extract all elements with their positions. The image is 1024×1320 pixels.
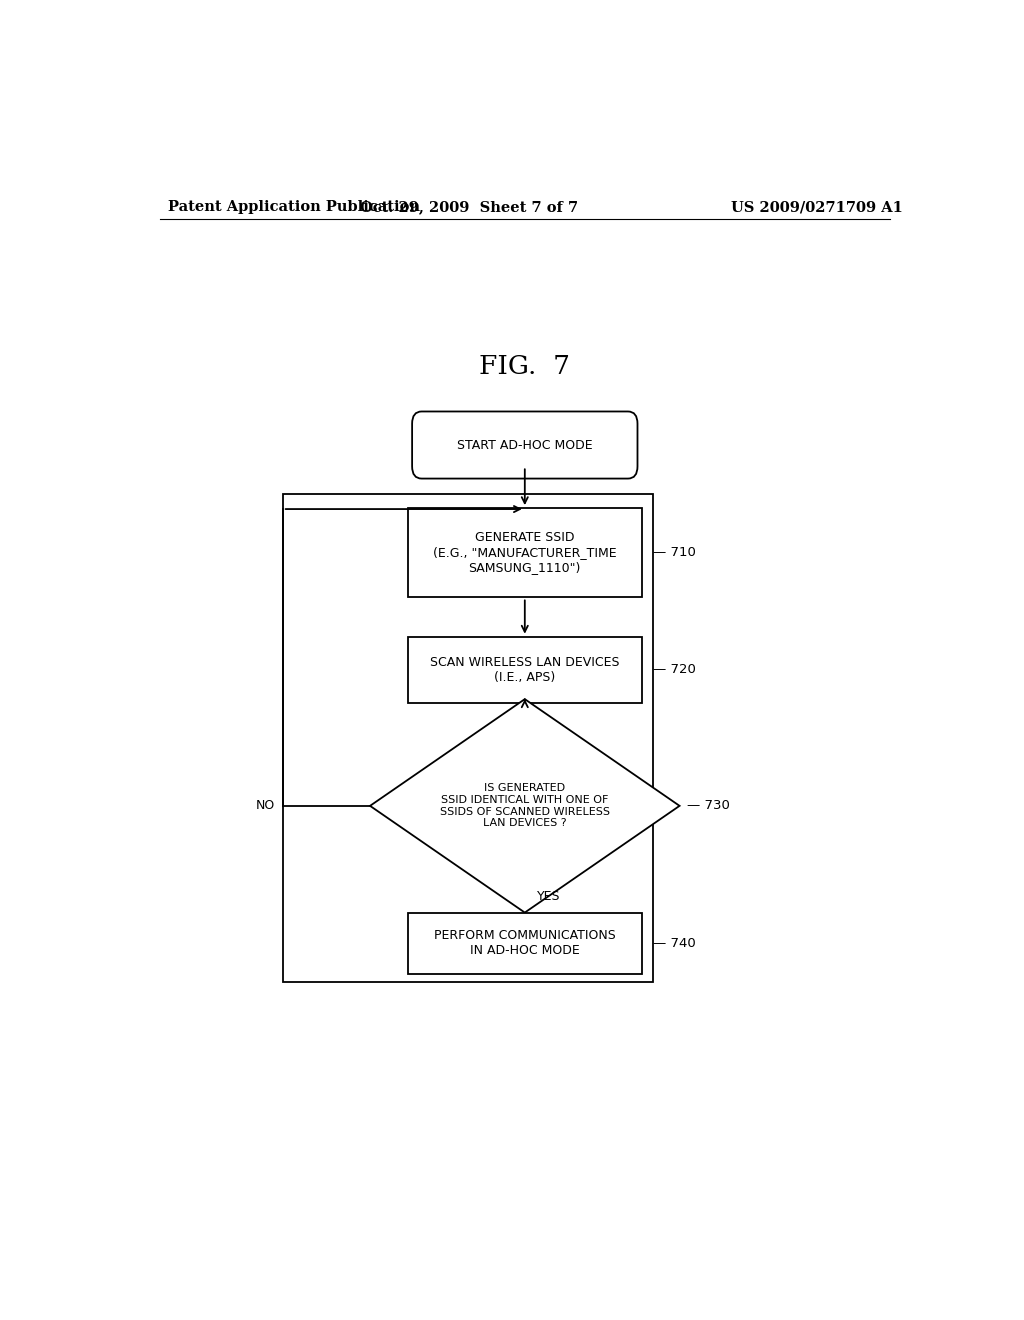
- Bar: [408, 636, 642, 702]
- Text: Patent Application Publication: Patent Application Publication: [168, 201, 420, 214]
- Polygon shape: [370, 700, 680, 912]
- Bar: [408, 912, 642, 974]
- Text: US 2009/0271709 A1: US 2009/0271709 A1: [731, 201, 903, 214]
- Text: START AD-HOC MODE: START AD-HOC MODE: [457, 438, 593, 451]
- Bar: [408, 508, 642, 598]
- Text: IS GENERATED
SSID IDENTICAL WITH ONE OF
SSIDS OF SCANNED WIRELESS
LAN DEVICES ?: IS GENERATED SSID IDENTICAL WITH ONE OF …: [439, 784, 610, 828]
- Text: FIG.  7: FIG. 7: [479, 354, 570, 379]
- Text: PERFORM COMMUNICATIONS
IN AD-HOC MODE: PERFORM COMMUNICATIONS IN AD-HOC MODE: [434, 929, 615, 957]
- Text: — 730: — 730: [687, 800, 730, 812]
- Text: — 710: — 710: [653, 546, 696, 560]
- Text: YES: YES: [537, 890, 560, 903]
- Text: GENERATE SSID
(E.G., "MANUFACTURER_TIME
SAMSUNG_1110"): GENERATE SSID (E.G., "MANUFACTURER_TIME …: [433, 531, 616, 574]
- Text: — 740: — 740: [653, 937, 696, 949]
- FancyBboxPatch shape: [412, 412, 638, 479]
- Text: SCAN WIRELESS LAN DEVICES
(I.E., APS): SCAN WIRELESS LAN DEVICES (I.E., APS): [430, 656, 620, 684]
- Text: Oct. 29, 2009  Sheet 7 of 7: Oct. 29, 2009 Sheet 7 of 7: [360, 201, 579, 214]
- Bar: [283, 494, 653, 982]
- Text: — 720: — 720: [653, 663, 696, 676]
- Text: NO: NO: [256, 800, 274, 812]
